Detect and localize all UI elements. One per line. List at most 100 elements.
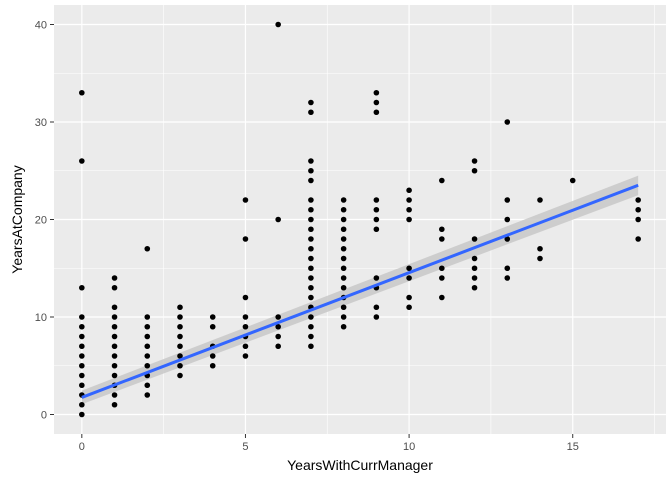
data-point [242,197,249,203]
data-point [144,382,151,389]
data-point [340,197,347,203]
data-point [406,294,412,301]
data-point [275,314,281,320]
data-point [111,362,118,369]
data-point [537,245,543,252]
data-point [209,314,216,320]
data-point [144,353,151,359]
data-point [177,333,183,340]
data-point [504,119,511,125]
data-point [177,372,183,379]
data-point [79,89,85,96]
data-point [308,343,314,350]
x-tick-label: 0 [79,441,85,453]
data-point [111,401,118,408]
data-point [373,99,380,106]
data-point [340,304,347,311]
data-point [79,382,85,389]
y-tick-label: 30 [35,117,47,129]
y-axis-title: YearsAtCompany [9,165,25,273]
y-tick-label: 20 [35,215,47,227]
data-point [635,216,641,223]
data-point [111,372,118,379]
data-point [537,255,543,262]
data-point [209,323,216,330]
y-tick-label: 10 [35,312,47,324]
data-points [79,21,641,418]
data-point [340,255,347,262]
data-point [242,236,249,242]
data-point [177,314,183,320]
data-point [111,392,118,398]
data-point [79,372,85,379]
data-point [209,362,216,369]
data-point [373,206,380,213]
data-point [340,226,347,233]
data-point [373,197,380,203]
data-point [406,197,412,203]
data-point [439,265,445,272]
data-point [406,265,412,272]
data-point [308,226,314,233]
data-point [111,343,118,350]
data-point [144,392,151,398]
data-point [373,275,380,281]
data-point [439,177,445,184]
y-tick-label: 40 [35,20,47,32]
data-point [242,294,249,301]
data-point [471,158,478,164]
data-point [471,284,478,291]
data-point [504,275,511,281]
x-tick-label: 5 [242,441,248,453]
data-point [406,304,412,311]
data-point [308,236,314,242]
data-point [373,304,380,311]
data-point [439,236,445,242]
data-point [308,333,314,340]
data-point [439,226,445,233]
data-point [209,353,216,359]
data-point [308,245,314,252]
data-point [177,304,183,311]
data-point [79,343,85,350]
data-point [144,314,151,320]
data-point [308,314,314,320]
x-axis-title: YearsWithCurrManager [287,457,433,473]
data-point [308,99,314,106]
data-point [373,109,380,116]
data-point [242,343,249,350]
data-point [504,197,511,203]
data-point [635,197,641,203]
data-point [308,294,314,301]
data-point [471,265,478,272]
data-point [373,226,380,233]
data-point [308,265,314,272]
data-point [79,362,85,369]
x-axis-ticks: 0 5 10 15 [79,434,579,453]
data-point [406,216,412,223]
data-point [275,21,281,28]
data-point [308,206,314,213]
data-point [308,197,314,203]
data-point [635,236,641,242]
data-point [111,353,118,359]
data-point [144,333,151,340]
data-point [144,362,151,369]
data-point [340,236,347,242]
data-point [111,304,118,311]
data-point [471,236,478,242]
data-point [406,275,412,281]
y-tick-label: 0 [41,410,47,422]
data-point [275,323,281,330]
data-point [504,216,511,223]
x-tick-label: 15 [567,441,579,453]
data-point [79,401,85,408]
data-point [308,275,314,281]
data-point [439,275,445,281]
data-point [242,353,249,359]
data-point [340,265,347,272]
data-point [79,158,85,164]
data-point [144,323,151,330]
data-point [340,206,347,213]
